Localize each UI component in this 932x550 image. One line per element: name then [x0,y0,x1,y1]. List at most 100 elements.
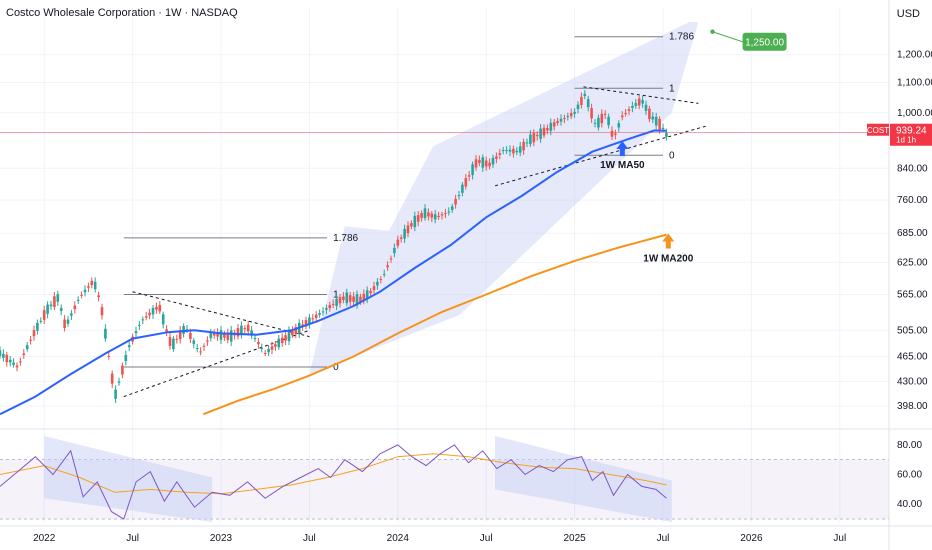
candle-body-107 [362,293,366,300]
candle-body-84 [284,335,287,341]
candle-body-146 [495,156,498,159]
candle-body-100 [338,297,342,304]
candle-body-90 [304,320,308,327]
candle-body-50 [168,337,172,346]
candle-body-76 [257,341,260,345]
candle-body-125 [423,208,427,219]
candle-body-94 [318,312,321,315]
candle-body-85 [287,329,291,342]
ma200-annotation: 1W MA200 [643,253,693,264]
candle-body-83 [280,337,284,344]
y-tick-8: 565.00 [897,290,928,301]
candle-body-47 [158,305,162,312]
fib-set-a-label-2: 1.786 [333,233,358,244]
candle-body-24 [80,294,83,296]
candle-body-137 [464,178,468,187]
candle-body-4 [12,362,15,365]
candle-body-186 [631,106,634,108]
candle-body-164 [556,121,559,124]
fib-levels: 0 1 1.786 0 1 1.786 [123,32,694,373]
candle-body-117 [396,239,400,246]
candle-body-102 [345,292,349,304]
candle-body-7 [22,353,26,356]
candle-body-60 [202,346,206,348]
candle-body-119 [403,228,406,239]
candle-body-142 [481,157,485,168]
candle-body-99 [335,298,338,306]
candle-body-79 [267,348,270,353]
candle-body-105 [355,294,359,306]
candle-body-0 [0,350,2,356]
candle-body-182 [617,123,621,128]
candle-body-114 [386,265,389,268]
candle-body-172 [583,93,587,97]
candle-body-124 [420,213,423,218]
y-tick-10: 465.00 [897,352,928,363]
candle-body-44 [148,312,151,316]
x-tick-1: Jul [126,533,139,544]
channel-shading [309,22,699,375]
candle-body-67 [226,332,230,340]
currency-label[interactable]: USD [896,8,920,20]
candle-body-106 [359,296,362,302]
candle-body-46 [155,306,158,310]
candle-body-145 [491,157,495,165]
candle-body-183 [620,115,624,118]
candle-body-63 [212,332,216,336]
candle-body-53 [178,330,182,340]
candle-body-176 [597,117,600,128]
candle-body-158 [535,134,539,137]
ma50-arrow-icon [616,141,629,157]
candle-body-103 [348,295,352,302]
candle-body-157 [532,132,536,143]
x-tick-5: Jul [480,533,493,544]
x-tick-6: 2025 [563,533,586,544]
candle-body-166 [563,118,566,120]
candle-body-30 [100,307,104,316]
ascending-channel [309,22,699,375]
candle-body-168 [569,113,573,117]
candle-body-128 [433,214,437,220]
x-tick-2: 2023 [210,533,233,544]
candle-body-123 [416,215,420,222]
candle-body-138 [467,175,471,177]
rsi-channel-0 [44,436,213,522]
candle-body-51 [172,338,175,350]
ma50-line [0,129,667,416]
candle-body-189 [641,100,644,104]
candle-body-57 [192,340,196,344]
candle-body-161 [546,128,549,131]
fib-set-b-label-1: 1 [669,83,675,94]
candle-body-2 [5,354,9,363]
candle-body-116 [393,247,396,254]
candle-body-97 [328,305,332,309]
target-box [742,32,787,51]
candle-body-151 [512,148,515,154]
candle-body-104 [352,296,355,302]
trend-line-2 [494,125,708,187]
candle-series [0,90,668,404]
candle-body-135 [457,195,461,197]
y-tick-7: 625.00 [897,257,928,268]
candle-body-121 [410,223,413,227]
candle-body-155 [525,142,529,144]
candle-body-11 [36,322,39,331]
candle-body-64 [216,332,219,337]
trend-line-1 [132,291,310,338]
candle-body-82 [277,338,281,348]
y-tick-6: 685.00 [897,228,928,239]
candle-body-113 [382,274,386,276]
candle-body-101 [342,296,345,300]
candle-body-73 [246,324,250,332]
candle-body-141 [478,159,481,163]
candle-body-56 [189,332,192,339]
candle-body-193 [654,116,658,126]
chart-title: Costco Wholesale Corporation · 1W · NASD… [6,7,238,19]
candle-body-16 [53,296,56,308]
candle-body-75 [253,337,257,339]
candle-body-62 [209,333,213,339]
candle-body-23 [76,299,80,301]
candle-body-45 [151,307,155,315]
candle-body-41 [138,324,141,326]
